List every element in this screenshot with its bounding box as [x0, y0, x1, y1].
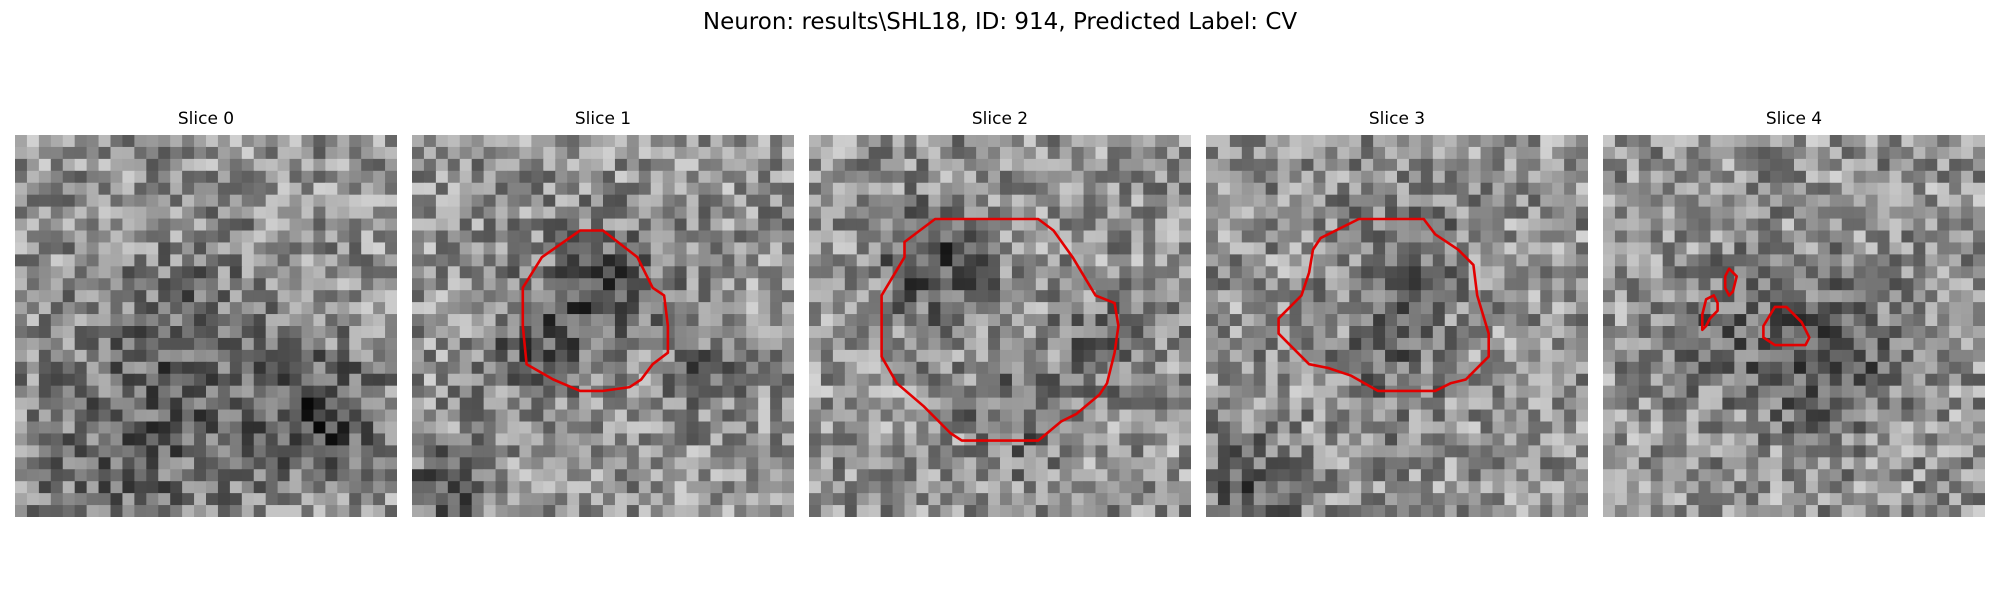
slice-4-contour-1	[1701, 294, 1719, 332]
slice-4-plot	[1603, 135, 1985, 517]
slice-0-image	[15, 135, 397, 517]
figure-title: Neuron: results\SHL18, ID: 914, Predicte…	[702, 9, 1298, 35]
slice-2-contour-0	[880, 217, 1120, 442]
slice-0-plot	[15, 135, 397, 517]
slice-3-title: Slice 3	[1368, 109, 1426, 129]
slice-4-contour-2	[1762, 305, 1811, 347]
slice-1-contour-0	[521, 229, 670, 393]
slice-3-image	[1206, 135, 1588, 517]
slice-2-title: Slice 2	[971, 109, 1029, 129]
slice-2-image	[809, 135, 1191, 517]
slice-3-contour-0	[1277, 217, 1491, 393]
slice-1-title: Slice 1	[574, 109, 632, 129]
slice-1-plot	[412, 135, 794, 517]
slice-3-plot	[1206, 135, 1588, 517]
slice-1-image	[412, 135, 794, 517]
slice-4-title: Slice 4	[1765, 109, 1823, 129]
slice-2-plot	[809, 135, 1191, 517]
slice-4-image	[1603, 135, 1985, 517]
slice-4-contour-0	[1723, 267, 1738, 297]
slice-0-title: Slice 0	[177, 109, 235, 129]
